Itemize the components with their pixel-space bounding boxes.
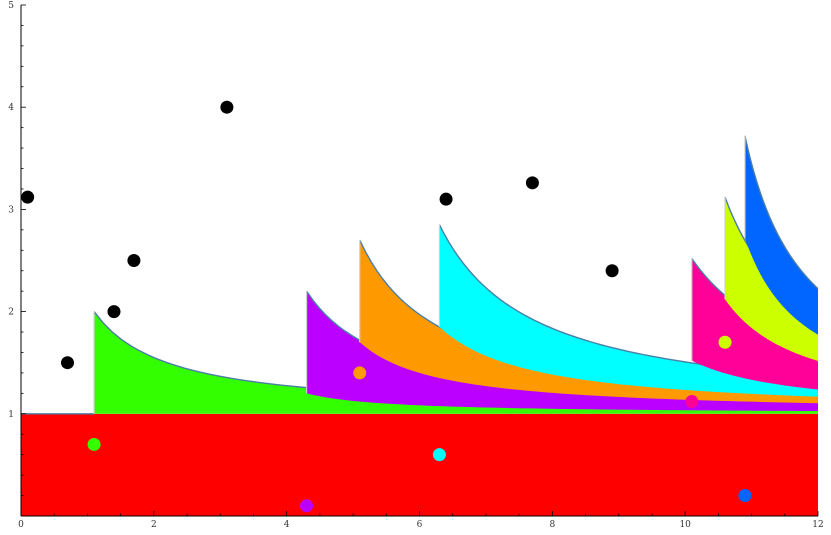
base-region [21, 413, 818, 516]
data-points [21, 100, 752, 513]
data-point-7 [300, 499, 314, 513]
data-point-5 [127, 254, 141, 267]
x-tick-label: 6 [417, 520, 423, 530]
y-tick-label: 3 [8, 205, 14, 215]
data-point-8 [353, 366, 367, 380]
x-tick-label: 10 [679, 520, 691, 530]
data-point-12 [605, 264, 619, 278]
data-point-3 [87, 437, 101, 451]
band-7-edge [744, 135, 819, 290]
plot-area [21, 135, 819, 516]
data-point-13 [685, 395, 699, 409]
data-point-1 [21, 190, 35, 204]
y-tick-label: 1 [8, 410, 14, 420]
data-point-4 [107, 305, 121, 319]
data-point-6 [220, 100, 234, 114]
data-point-10 [439, 192, 453, 206]
x-tick-label: 12 [812, 520, 823, 530]
data-point-14 [718, 335, 732, 349]
x-tick-label: 2 [151, 520, 157, 530]
band-4 [439, 224, 818, 397]
band-2 [306, 291, 818, 412]
band-1 [94, 311, 818, 414]
data-point-9 [432, 448, 446, 462]
x-tick-label: 0 [18, 520, 24, 530]
y-tick-label: 5 [8, 1, 14, 11]
y-tick-label: 4 [8, 103, 14, 113]
band-7 [744, 135, 818, 335]
data-point-2 [60, 356, 74, 370]
x-tick-label: 4 [284, 520, 290, 530]
data-point-15 [738, 489, 752, 503]
y-tick-label: 2 [8, 308, 14, 318]
x-tick-label: 8 [549, 520, 555, 530]
band-3 [359, 240, 818, 404]
data-point-11 [525, 176, 539, 190]
